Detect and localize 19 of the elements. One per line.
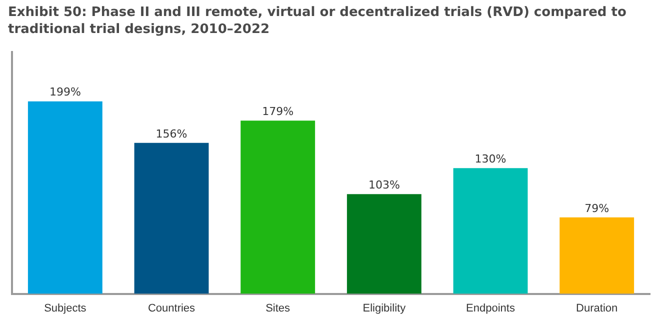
- data-label: 130%: [474, 152, 506, 166]
- bar: [453, 168, 528, 294]
- data-label: 156%: [156, 127, 188, 140]
- bar: [134, 142, 209, 294]
- x-tick-label: Duration: [576, 302, 618, 314]
- x-tick-label: Endpoints: [466, 302, 516, 314]
- x-tick-label: Subjects: [44, 302, 87, 314]
- bar: [560, 217, 634, 294]
- data-label: 179%: [262, 105, 294, 118]
- chart-title: Exhibit 50: Phase II and III remote, virtual or decentralized trials (RVD) compared to traditional trial designs, 2010–2022: [8, 4, 628, 38]
- bar: [346, 194, 422, 294]
- bar: [28, 101, 102, 294]
- data-label: 103%: [368, 178, 400, 192]
- x-tick-label: Eligibility: [362, 302, 406, 314]
- data-label: 79%: [584, 202, 610, 215]
- x-tick-label: Sites: [266, 302, 291, 314]
- data-label: 199%: [49, 86, 81, 99]
- bar: [240, 120, 316, 294]
- x-tick-label: Countries: [148, 302, 196, 314]
